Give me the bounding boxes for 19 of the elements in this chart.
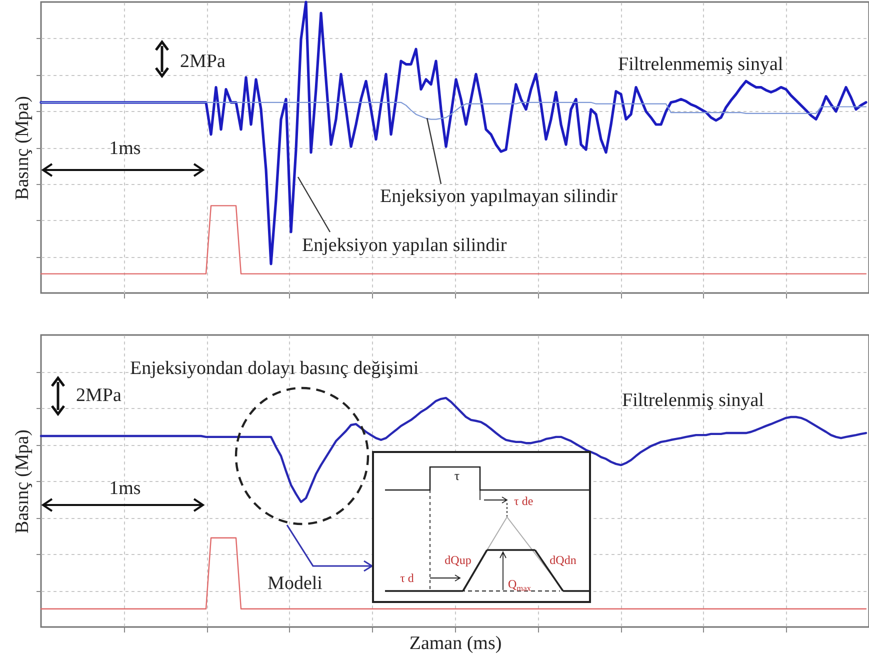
- annotation: Modeli: [268, 573, 322, 594]
- annotation: dQup: [444, 552, 472, 567]
- series-label: Enjeksiyon yapılan silindir: [302, 235, 508, 256]
- annotation: dQdn: [550, 552, 576, 567]
- annotation: 1ms: [109, 138, 141, 160]
- annotation: τ: [454, 468, 460, 483]
- text: Enjeksiyon yapılmayan silindir: [380, 186, 618, 208]
- y-axis-title: Basınç (Mpa): [12, 96, 33, 200]
- annotation: 2MPa: [180, 51, 226, 72]
- x-axis-title: Zaman (ms): [409, 633, 502, 654]
- text: Enjeksiyondan dolayı basınç değişimi: [130, 358, 419, 380]
- y-axis-title: Basınç (Mpa): [12, 430, 33, 534]
- annotation: 2MPa: [76, 385, 122, 406]
- annotation: Filtrelenmemiş sinyal: [618, 54, 784, 76]
- annotation: 1ms: [109, 478, 141, 500]
- annotation: Filtrelenmiş sinyal: [622, 390, 764, 412]
- annotation: τ d: [400, 570, 414, 585]
- annotation: Q$_{max}$: [508, 576, 532, 594]
- annotation: τ de: [514, 494, 534, 508]
